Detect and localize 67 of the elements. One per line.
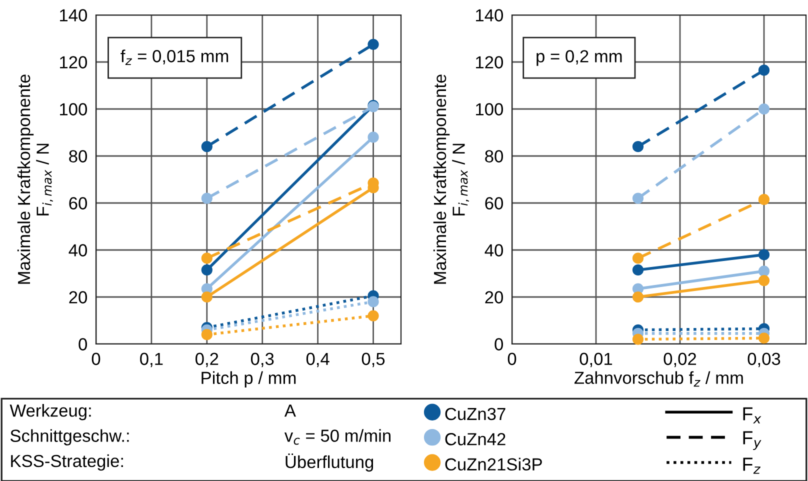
y-axis-title: Maximale Kraftkomponente F$_{i,max}$ / N [433,74,469,284]
y-tick-label: 60 [69,197,87,210]
y-tick-label: 0 [78,338,87,350]
y-tick-label: 40 [484,244,503,256]
y-tick-label: 40 [68,244,87,256]
legend-label: CuZn37 [445,408,506,420]
point [368,310,379,322]
annotation: f$_{z}$ = 0,015 mm [120,50,228,65]
x-tick-label: 0,5 [362,352,385,368]
x-tick-label: 0 [508,352,516,366]
point [758,249,770,260]
x-tick-label: 0,01 [580,352,612,368]
y-tick-label: 80 [485,150,503,162]
legend-label: F$_{z}$ [743,458,761,474]
y-tick-label: 20 [69,291,87,304]
legend-label: CuZn42 [445,433,506,446]
x-tick-label: 0,02 [664,352,696,368]
y-tick-label: 0 [494,338,503,350]
text: Werkzeug: [10,404,91,420]
y-tick-label: 100 [60,103,87,116]
point [201,291,212,303]
x-tick-label: 0 [92,352,100,366]
point [758,103,770,115]
text: Überflutung [286,453,374,472]
point [201,329,212,340]
y-tick-label: 120 [60,56,87,68]
text: v$_{c}$ = 50 m/min [284,429,390,445]
point [368,38,379,50]
x-tick-label: 0,03 [748,352,780,368]
point [201,192,212,204]
point [632,264,644,276]
point [632,334,644,345]
text: KSS-Strategie: [11,454,123,471]
text: Schnittgeschw.: [10,429,129,446]
point [758,332,770,344]
y-tick-label: 100 [476,103,503,116]
y-tick-label: 60 [485,197,503,210]
legend-label: CuZn21Si3P [445,458,542,471]
point [632,141,644,152]
point [201,264,212,276]
point [368,132,379,143]
point [758,194,770,206]
point [632,291,644,303]
point [201,252,212,264]
legend-label: F$_{y}$ [743,431,762,450]
point [758,64,770,76]
point [758,266,770,277]
y-tick-label: 140 [476,9,503,22]
y-tick-label: 80 [69,150,87,162]
annotation: p = 0,2 mm [536,50,622,66]
point [201,141,212,152]
x-axis-title: Pitch p / mm [202,371,296,388]
x-tick-label: 0,2 [196,352,218,368]
y-tick-label: 120 [476,56,503,68]
legend-label: F$_{x}$ [743,407,762,424]
point [758,274,770,286]
point [368,296,379,308]
x-tick-label: 0,3 [250,352,274,368]
x-tick-label: 0,4 [306,352,330,368]
x-axis-title: Zahnvorschub f$_{z}$ / mm [574,371,743,387]
y-tick-label: 140 [60,9,87,22]
x-tick-label: 0,1 [140,352,163,368]
point [632,252,644,264]
text: A [284,404,296,417]
y-tick-label: 20 [485,291,503,304]
y-axis-title: Maximale Kraftkomponente F$_{i,max}$ / N [17,74,53,284]
point [632,192,644,204]
